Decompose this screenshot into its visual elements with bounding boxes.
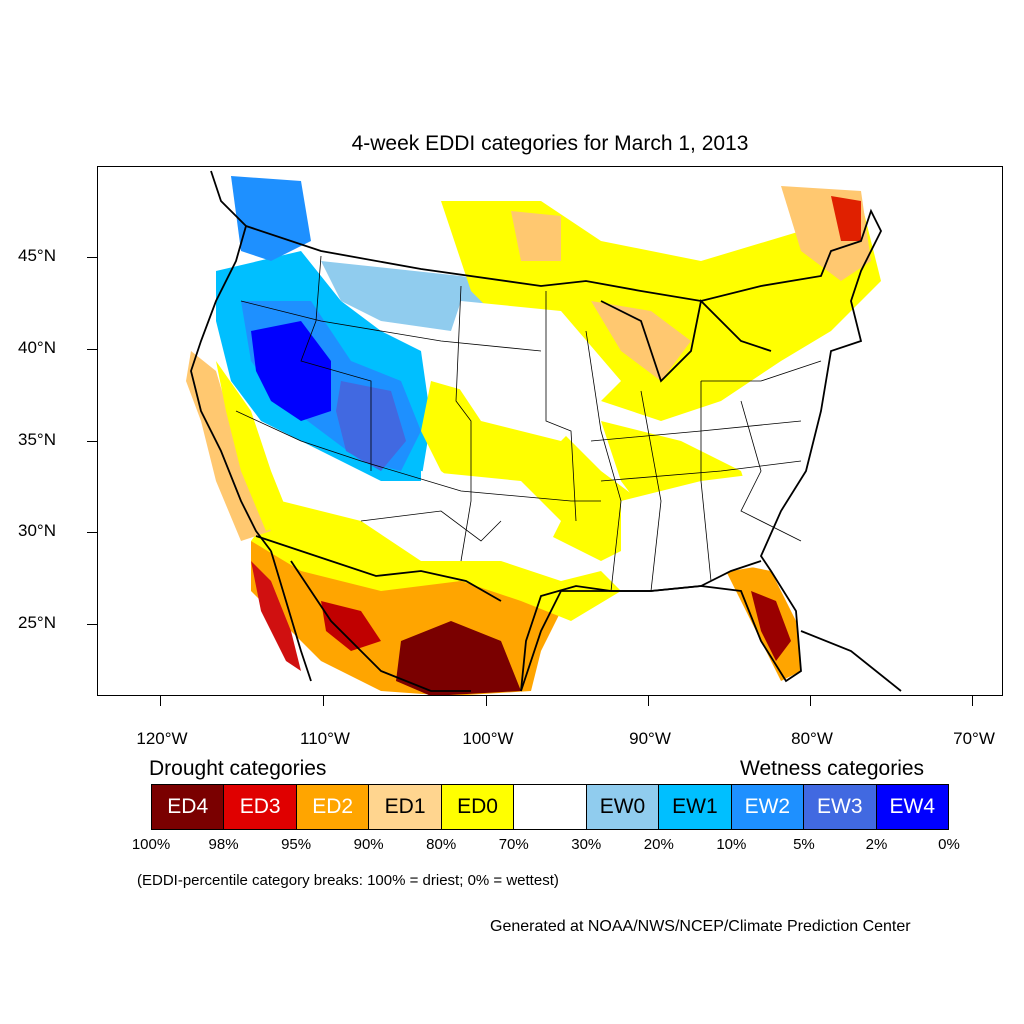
wetness-heading: Wetness categories <box>740 757 925 780</box>
great-lakes <box>600 299 772 383</box>
cuba-coast <box>800 630 902 692</box>
state-line-6 <box>585 330 622 592</box>
legend-break-label: 20% <box>643 836 674 853</box>
gulf-coast <box>520 585 702 692</box>
state-line-1 <box>300 255 372 471</box>
region-california-ed1 <box>186 351 271 541</box>
state-line-13 <box>360 510 502 542</box>
y-label: 35°N <box>18 430 56 449</box>
x-label: 120°W <box>136 729 188 748</box>
baja-coast <box>270 550 312 682</box>
legend-break-label: 80% <box>426 836 457 853</box>
y-label: 30°N <box>18 521 56 540</box>
category-note: (EDDI-percentile category breaks: 100% =… <box>137 872 559 889</box>
x-tick <box>810 696 811 706</box>
legend-break-label: 0% <box>938 836 960 853</box>
state-lines <box>235 255 822 592</box>
legend-swatch-ew0: EW0 <box>586 785 660 829</box>
state-line-4 <box>455 285 472 562</box>
legend-swatch-ed2: ED2 <box>296 785 370 829</box>
x-label: 90°W <box>629 729 671 748</box>
y-label: 40°N <box>18 338 56 357</box>
x-label: 70°W <box>953 729 995 748</box>
state-line-12 <box>600 460 802 482</box>
category-legend: ED4 ED3 ED2 ED1 ED0 EW0 EW1 EW2 EW3 EW4 <box>151 784 949 830</box>
legend-break-label: 98% <box>208 836 239 853</box>
x-tick <box>972 696 973 706</box>
region-west-ew4 <box>251 321 331 421</box>
west-coast <box>190 225 272 552</box>
region-california-ed0 <box>216 361 291 531</box>
canada-coast <box>210 170 247 227</box>
region-dakota-ed1 <box>511 211 561 261</box>
x-tick <box>323 696 324 706</box>
x-label: 100°W <box>462 729 514 748</box>
mexico-border <box>255 535 502 602</box>
mexico-coast <box>290 560 471 692</box>
region-central-neutral <box>441 301 621 441</box>
region-mexico-ed3 <box>321 601 381 651</box>
y-tick <box>87 349 97 350</box>
legend-swatch-ed3: ED3 <box>224 785 297 829</box>
region-mexico-ed4 <box>396 621 521 695</box>
state-line-9 <box>740 400 802 542</box>
state-line-11 <box>590 420 802 442</box>
legend-break-label: 2% <box>865 836 888 853</box>
region-wa-ew1 <box>231 176 311 261</box>
state-line-3 <box>235 410 601 502</box>
y-tick <box>87 441 97 442</box>
region-southeast-neutral <box>621 471 821 591</box>
state-line-2 <box>240 300 542 352</box>
legend-break-label: 100% <box>131 836 171 853</box>
legend-swatch-ed1: ED1 <box>369 785 442 829</box>
y-label: 25°N <box>18 613 56 632</box>
x-tick <box>160 696 161 706</box>
legend-break-label: 95% <box>281 836 312 853</box>
y-tick <box>87 532 97 533</box>
state-line-8 <box>700 381 712 582</box>
state-line-5 <box>545 291 577 522</box>
legend-swatch-neutral <box>514 785 587 829</box>
legend-swatch-ew1: EW1 <box>659 785 732 829</box>
region-lakes-ed1 <box>591 301 691 381</box>
region-florida-ed4 <box>751 591 791 661</box>
region-maine-ed3 <box>831 196 861 241</box>
drought-heading: Drought categories <box>149 757 327 780</box>
legend-break-label: 30% <box>571 836 602 853</box>
state-line-7 <box>640 390 662 592</box>
map-title: 4-week EDDI categories for March 1, 2013 <box>351 132 749 155</box>
x-label: 80°W <box>791 729 833 748</box>
legend-break-label: 5% <box>793 836 815 853</box>
legend-swatch-ed4: ED4 <box>152 785 225 829</box>
region-southern-ed0 <box>251 501 621 621</box>
region-texas-neutral <box>421 471 561 561</box>
eddi-map <box>186 170 902 695</box>
x-tick <box>486 696 487 706</box>
y-tick <box>87 257 97 258</box>
y-label: 45°N <box>18 246 56 265</box>
boundaries <box>190 170 902 692</box>
legend-break-label: 70% <box>498 836 529 853</box>
legend-swatch-ew3: EW3 <box>804 785 877 829</box>
state-line-10 <box>701 360 822 382</box>
region-baja-ed3 <box>251 561 301 671</box>
credit-line: Generated at NOAA/NWS/NCEP/Climate Predi… <box>490 918 911 935</box>
legend-swatch-ew4: EW4 <box>876 785 948 829</box>
legend-swatch-ew2: EW2 <box>731 785 805 829</box>
x-label: 110°W <box>300 729 350 748</box>
legend-break-label: 10% <box>716 836 747 853</box>
legend-swatch-ed0: ED0 <box>441 785 515 829</box>
map-frame <box>97 166 1003 696</box>
legend-break-label: 90% <box>353 836 384 853</box>
category-regions <box>186 176 881 695</box>
x-tick <box>648 696 649 706</box>
region-plains-ed0 <box>421 381 641 561</box>
y-tick <box>87 624 97 625</box>
